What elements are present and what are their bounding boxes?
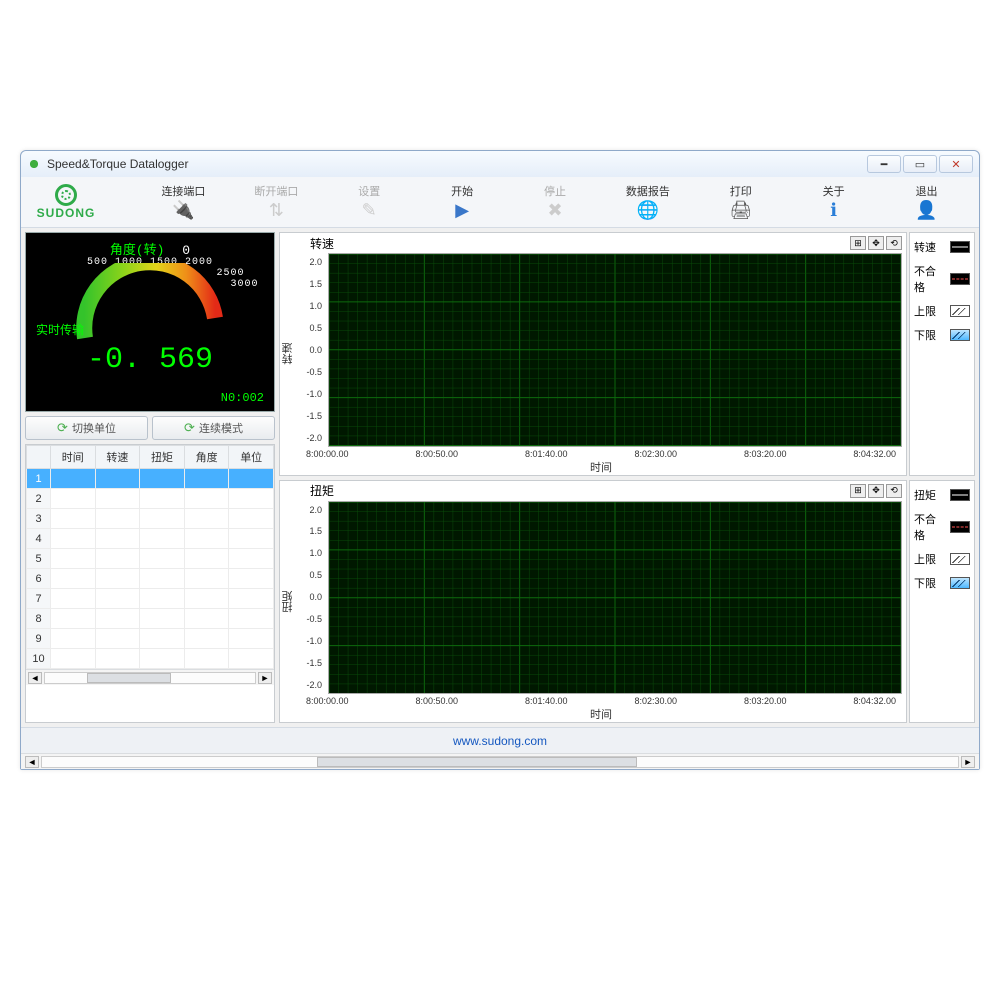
toolbar-8[interactable]: 退出👤 <box>880 181 973 223</box>
toolbar-icon: ▶ <box>449 199 475 221</box>
toolbar-icon: 🌐 <box>635 199 661 221</box>
table-row[interactable]: 6 <box>27 569 274 589</box>
col-header[interactable]: 转速 <box>95 446 140 469</box>
gauge-arc <box>60 263 240 353</box>
toolbar-icon: ℹ <box>821 199 847 221</box>
toolbar-7[interactable]: 关于ℹ <box>787 181 880 223</box>
speed-xticks: 8:00:00.008:00:50.008:01:40.008:02:30.00… <box>300 447 902 459</box>
right-column: 转速 转速 ⊞ ✥ ⟲ 2.01.51.00.50.0-0.5-1.0-1.5-… <box>279 232 975 723</box>
legend-item: 下限 <box>914 575 970 591</box>
pan-tool-icon[interactable]: ✥ <box>868 236 884 250</box>
gauge-panel: 角度(转) 0 500 1000 1500 2000 2500 3000 <box>25 232 275 412</box>
table-row[interactable]: 10 <box>27 649 274 669</box>
refresh-icon: ⟳ <box>57 420 68 436</box>
window-scrollbar[interactable]: ◄ ► <box>21 753 979 769</box>
gauge-serial: N0:002 <box>221 391 264 405</box>
torque-plot[interactable] <box>328 501 902 695</box>
torque-title: 扭矩 <box>310 482 334 499</box>
torque-xlabel: 时间 <box>300 706 902 722</box>
table-row[interactable]: 3 <box>27 509 274 529</box>
logo: SUDONG <box>27 181 105 223</box>
footer-link[interactable]: www.sudong.com <box>453 734 547 748</box>
legend-item: 扭矩 <box>914 487 970 503</box>
legend-item: 上限 <box>914 551 970 567</box>
table-row[interactable]: 9 <box>27 629 274 649</box>
table-row[interactable]: 8 <box>27 609 274 629</box>
table-row[interactable]: 1 <box>27 469 274 489</box>
col-header[interactable]: 角度 <box>184 446 229 469</box>
toolbar-icon: 👤 <box>914 199 940 221</box>
realtime-label: 实时传输 <box>36 321 84 338</box>
toolbar-6[interactable]: 打印🖨 <box>694 181 787 223</box>
col-header[interactable]: 单位 <box>229 446 274 469</box>
toolbar-icon: ✖ <box>542 199 568 221</box>
toolbar-icon: ⇅ <box>263 199 289 221</box>
legend-item: 上限 <box>914 303 970 319</box>
torque-xticks: 8:00:00.008:00:50.008:01:40.008:02:30.00… <box>300 694 902 706</box>
toolbar-5[interactable]: 数据报告🌐 <box>601 181 694 223</box>
left-column: 角度(转) 0 500 1000 1500 2000 2500 3000 <box>25 232 275 723</box>
legend-item: 不合格 <box>914 511 970 543</box>
col-header[interactable]: 时间 <box>51 446 96 469</box>
table-row[interactable]: 5 <box>27 549 274 569</box>
toolbar-2: 设置✎ <box>323 181 416 223</box>
toolbar-icon: ✎ <box>356 199 382 221</box>
toolbar-3[interactable]: 开始▶ <box>416 181 509 223</box>
table-row[interactable]: 4 <box>27 529 274 549</box>
gauge-title: 角度(转) <box>110 243 165 258</box>
speed-chart: 转速 转速 ⊞ ✥ ⟲ 2.01.51.00.50.0-0.5-1.0-1.5-… <box>279 232 907 476</box>
table-row[interactable]: 2 <box>27 489 274 509</box>
app-icon <box>27 157 41 171</box>
logo-icon <box>55 184 77 206</box>
footer: www.sudong.com <box>21 727 979 753</box>
close-button[interactable]: ✕ <box>939 155 973 173</box>
toolbar: SUDONG 连接端口🔌断开端口⇅设置✎开始▶停止✖数据报告🌐打印🖨关于ℹ退出👤 <box>21 177 979 228</box>
toolbar-0[interactable]: 连接端口🔌 <box>137 181 230 223</box>
refresh-icon: ⟳ <box>184 420 195 436</box>
speed-ylabel: 转速 <box>280 233 296 475</box>
speed-xlabel: 时间 <box>300 459 902 475</box>
data-table[interactable]: 时间转速扭矩角度单位 12345678910 ◄ ► <box>25 444 275 723</box>
toolbar-4: 停止✖ <box>509 181 602 223</box>
legend-item: 转速 <box>914 239 970 255</box>
logo-text: SUDONG <box>37 206 96 220</box>
gauge-zero: 0 <box>182 243 190 258</box>
continuous-mode-button[interactable]: ⟳ 连续模式 <box>152 416 275 440</box>
table-row[interactable]: 7 <box>27 589 274 609</box>
table-scrollbar[interactable]: ◄ ► <box>26 669 274 685</box>
gauge-value: -0. 569 <box>26 343 274 377</box>
legend-item: 下限 <box>914 327 970 343</box>
speed-plot[interactable] <box>328 253 902 447</box>
col-header[interactable]: 扭矩 <box>140 446 185 469</box>
reset-tool-icon[interactable]: ⟲ <box>886 236 902 250</box>
zoom-tool-icon[interactable]: ⊞ <box>850 484 866 498</box>
torque-ylabel: 扭矩 <box>280 481 296 723</box>
minimize-button[interactable]: ━ <box>867 155 901 173</box>
reset-tool-icon[interactable]: ⟲ <box>886 484 902 498</box>
app-window: Speed&Torque Datalogger ━ ▭ ✕ SUDONG 连接端… <box>20 150 980 770</box>
speed-yticks: 2.01.51.00.50.0-0.5-1.0-1.5-2.0 <box>296 253 324 447</box>
torque-legend: 扭矩不合格上限下限 <box>909 480 975 724</box>
zoom-tool-icon[interactable]: ⊞ <box>850 236 866 250</box>
maximize-button[interactable]: ▭ <box>903 155 937 173</box>
toolbar-icon: 🔌 <box>170 199 196 221</box>
toolbar-icon: 🖨 <box>728 199 754 221</box>
torque-chart: 扭矩 扭矩 ⊞ ✥ ⟲ 2.01.51.00.50.0-0.5-1.0-1.5-… <box>279 480 907 724</box>
speed-legend: 转速不合格上限下限 <box>909 232 975 476</box>
window-title: Speed&Torque Datalogger <box>47 157 188 171</box>
speed-title: 转速 <box>310 235 334 252</box>
content-area: 角度(转) 0 500 1000 1500 2000 2500 3000 <box>21 228 979 727</box>
torque-yticks: 2.01.51.00.50.0-0.5-1.0-1.5-2.0 <box>296 501 324 695</box>
pan-tool-icon[interactable]: ✥ <box>868 484 884 498</box>
switch-unit-button[interactable]: ⟳ 切换单位 <box>25 416 148 440</box>
toolbar-1: 断开端口⇅ <box>230 181 323 223</box>
title-bar[interactable]: Speed&Torque Datalogger ━ ▭ ✕ <box>21 151 979 177</box>
legend-item: 不合格 <box>914 263 970 295</box>
